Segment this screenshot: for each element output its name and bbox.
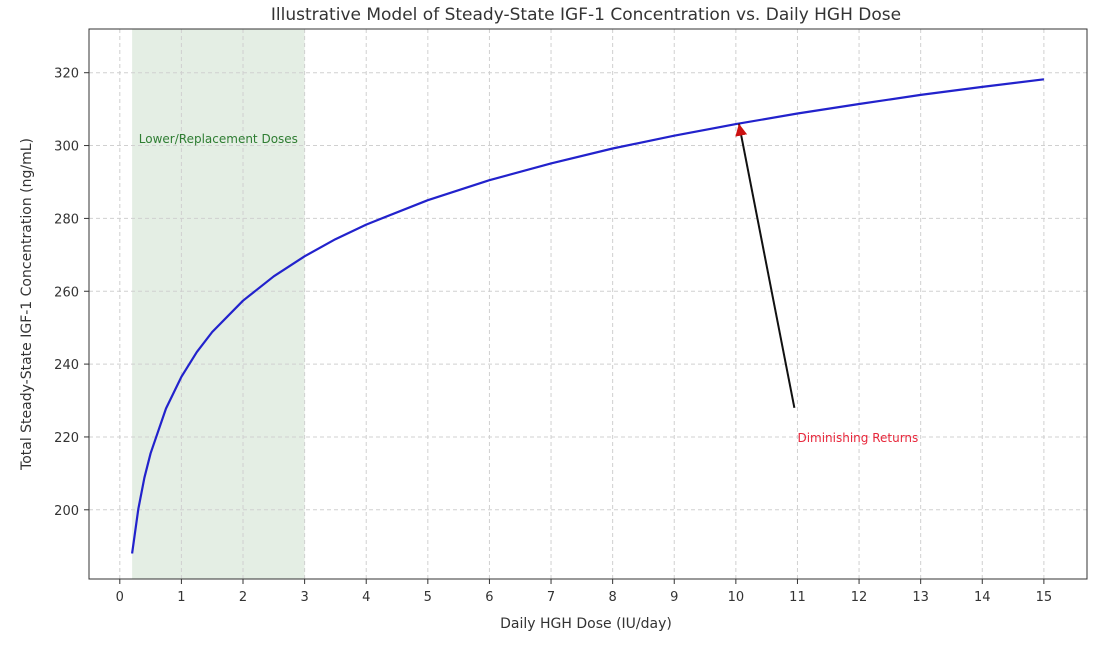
x-tick-label: 0 <box>116 590 124 605</box>
chart-title: Illustrative Model of Steady-State IGF-1… <box>271 5 901 25</box>
x-tick-label: 11 <box>789 590 806 605</box>
x-tick-label: 13 <box>912 590 929 605</box>
y-tick-label: 320 <box>54 67 79 82</box>
y-axis-label: Total Steady-State IGF-1 Concentration (… <box>19 138 35 471</box>
annotation-label: Diminishing Returns <box>797 431 918 445</box>
series-layer <box>131 78 1045 554</box>
x-tick-label: 5 <box>424 590 432 605</box>
x-tick-label: 3 <box>300 590 308 605</box>
y-tick-label: 240 <box>54 358 79 373</box>
grid-layer <box>89 29 1087 579</box>
x-tick-label: 6 <box>485 590 493 605</box>
y-tick-label: 260 <box>54 285 79 300</box>
x-tick-label: 7 <box>547 590 555 605</box>
x-tick-label: 12 <box>851 590 868 605</box>
x-axis-label: Daily HGH Dose (IU/day) <box>500 616 672 632</box>
annotation-arrow <box>735 123 796 408</box>
annotation-layer: Lower/Replacement Doses Diminishing Retur… <box>139 123 918 445</box>
tick-layer: 0 1 2 3 4 5 6 7 8 9 10 11 12 13 14 15200220240260280300… <box>54 67 1052 605</box>
x-tick-label: 15 <box>1036 590 1053 605</box>
x-tick-label: 8 <box>609 590 617 605</box>
y-tick-label: 280 <box>54 212 79 227</box>
x-tick-label: 14 <box>974 590 991 605</box>
x-tick-label: 1 <box>177 590 185 605</box>
shaded-region-label: Lower/Replacement Doses <box>139 132 298 146</box>
x-tick-label: 9 <box>670 590 678 605</box>
x-tick-label: 2 <box>239 590 247 605</box>
x-tick-label: 10 <box>728 590 745 605</box>
shaded-region <box>132 29 305 579</box>
shade-layer <box>132 29 305 579</box>
plot-frame <box>88 28 1088 580</box>
y-tick-label: 220 <box>54 431 79 446</box>
y-tick-label: 200 <box>54 504 79 519</box>
x-tick-label: 4 <box>362 590 370 605</box>
y-tick-label: 300 <box>54 140 79 155</box>
series-line <box>131 78 1045 554</box>
